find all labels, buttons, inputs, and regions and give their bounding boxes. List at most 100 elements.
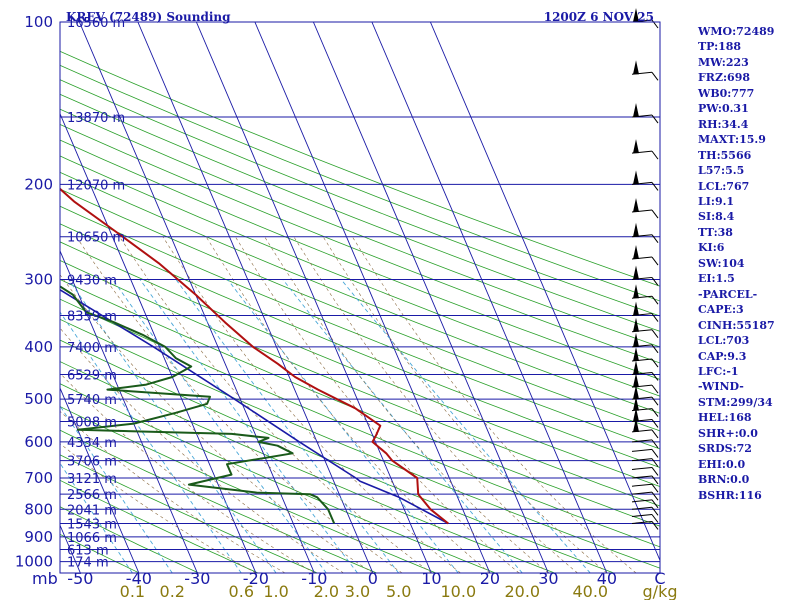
wind-barb-flag xyxy=(651,429,659,439)
wind-barb-flag xyxy=(651,439,659,449)
dry-adiabat xyxy=(60,429,377,573)
index-item: WB0:777 xyxy=(698,86,755,100)
wind-pennant xyxy=(633,373,639,388)
wind-barb-flag xyxy=(651,234,659,244)
pressure-label-300: 300 xyxy=(24,270,53,288)
index-item: L57:5.5 xyxy=(698,164,745,178)
isotherm xyxy=(78,22,315,573)
adiabat-grid xyxy=(60,50,660,573)
index-item: LCL:703 xyxy=(698,334,750,348)
dry-adiabat xyxy=(60,506,199,573)
dewpoint-trace xyxy=(60,285,336,524)
wind-barb-flag xyxy=(651,506,659,516)
dry-adiabat xyxy=(60,50,660,287)
wind-pennant xyxy=(633,360,639,375)
moist-adiabat xyxy=(75,236,403,573)
dry-adiabat xyxy=(60,205,660,450)
moist-adiabat xyxy=(60,274,374,573)
height-label: 10650 m xyxy=(67,231,125,246)
height-label: 3706 m xyxy=(67,455,117,470)
wind-pennant xyxy=(633,60,639,75)
mixing-ratio-tick: 1.0 xyxy=(263,582,288,600)
dry-adiabat xyxy=(60,339,615,573)
wind-barb xyxy=(631,439,653,443)
isotherm xyxy=(60,249,198,573)
isotherm xyxy=(371,22,608,573)
height-label: 4334 m xyxy=(67,436,117,451)
index-item: CAP:9.3 xyxy=(698,349,747,363)
pressure-label-400: 400 xyxy=(24,338,53,356)
wind-barb-flag xyxy=(651,458,659,467)
sounding-profiles xyxy=(60,187,449,525)
pressure-label-100: 100 xyxy=(24,13,53,31)
index-item: EHI:0.0 xyxy=(698,457,746,471)
temperature-tick: -30 xyxy=(184,569,210,588)
temperature-tick: 0 xyxy=(368,569,378,588)
wind-barb xyxy=(631,499,653,503)
wind-barb xyxy=(631,513,653,517)
wind-barb-flag xyxy=(651,277,659,286)
dry-adiabat xyxy=(60,361,555,573)
dry-adiabat xyxy=(60,93,660,332)
index-item: WMO:72489 xyxy=(698,25,775,38)
wind-pennant xyxy=(633,265,639,280)
height-label: 8359 m xyxy=(67,310,117,325)
mixing-ratio-tick: 10.0 xyxy=(441,582,477,600)
temperature-tick: -40 xyxy=(126,569,152,588)
dry-adiabat xyxy=(60,123,660,364)
mixing-ratio-tick: 2.0 xyxy=(314,582,339,600)
height-labels: 16560 m 13870 m 12070 m 10650 m 9430 m 8359 m… xyxy=(67,16,125,571)
mixing-ratio-tick: 5.0 xyxy=(386,582,411,600)
wind-barb xyxy=(631,448,653,452)
height-label: 1066 m xyxy=(67,531,117,546)
dry-adiabat xyxy=(60,108,660,348)
pressure-label-900: 900 xyxy=(24,528,53,546)
wind-pennant xyxy=(633,332,639,347)
isotherm xyxy=(429,22,660,562)
isotherm xyxy=(137,22,374,573)
dry-adiabat xyxy=(60,454,318,573)
wind-pennant xyxy=(633,284,639,299)
pressure-label-800: 800 xyxy=(24,500,53,518)
index-item: SW:104 xyxy=(698,256,745,270)
wind-barb-flag xyxy=(651,372,659,381)
wind-pennant xyxy=(633,170,639,185)
wind-barb xyxy=(631,491,653,495)
height-label: 613 m xyxy=(67,544,109,559)
dry-adiabat xyxy=(60,171,660,414)
index-item: -WIND- xyxy=(698,380,744,394)
index-item: STM:299/34 xyxy=(698,395,773,409)
index-item: SRDS:72 xyxy=(698,442,752,456)
temperature-tick: 40 xyxy=(597,569,617,588)
dry-adiabat xyxy=(60,223,660,468)
wind-barb xyxy=(631,466,653,470)
mixing-ratio-line xyxy=(139,279,358,573)
mixing-ratio-tick: 0.2 xyxy=(160,582,185,600)
temperature-trace xyxy=(60,187,449,525)
temperature-tick: -10 xyxy=(301,569,327,588)
index-item: CAPE:3 xyxy=(698,303,744,317)
mixing-ratio-tick: 3.0 xyxy=(345,582,370,600)
wind-barb-flag xyxy=(651,313,659,322)
isotherm-grid xyxy=(60,22,660,573)
parcel-trace xyxy=(60,288,449,525)
index-item: EI:1.5 xyxy=(698,272,735,286)
wind-barb xyxy=(631,458,653,462)
index-item: SI:8.4 xyxy=(698,210,735,224)
pressure-label-1000: 1000 xyxy=(15,553,53,571)
index-item: -PARCEL- xyxy=(698,287,758,301)
index-item: MW:223 xyxy=(698,55,749,69)
wind-pennant xyxy=(633,245,639,260)
dry-adiabat xyxy=(60,479,259,573)
wind-pennant xyxy=(633,417,639,432)
mixing-ratio-line xyxy=(68,279,277,573)
wind-pennant xyxy=(633,407,639,422)
wind-pennant xyxy=(633,396,639,411)
sounding-indices-panel: WMO:72489 TP:188 MW:223 FRZ:698 WB0:777 PW:0.… xyxy=(698,24,798,503)
wind-pennant xyxy=(633,198,639,213)
gkg-unit: g/kg xyxy=(643,582,678,600)
mixing-ratio-line xyxy=(60,311,242,573)
moist-adiabat xyxy=(60,372,315,573)
wind-barb-flag xyxy=(651,521,659,530)
dry-adiabat xyxy=(60,533,140,573)
